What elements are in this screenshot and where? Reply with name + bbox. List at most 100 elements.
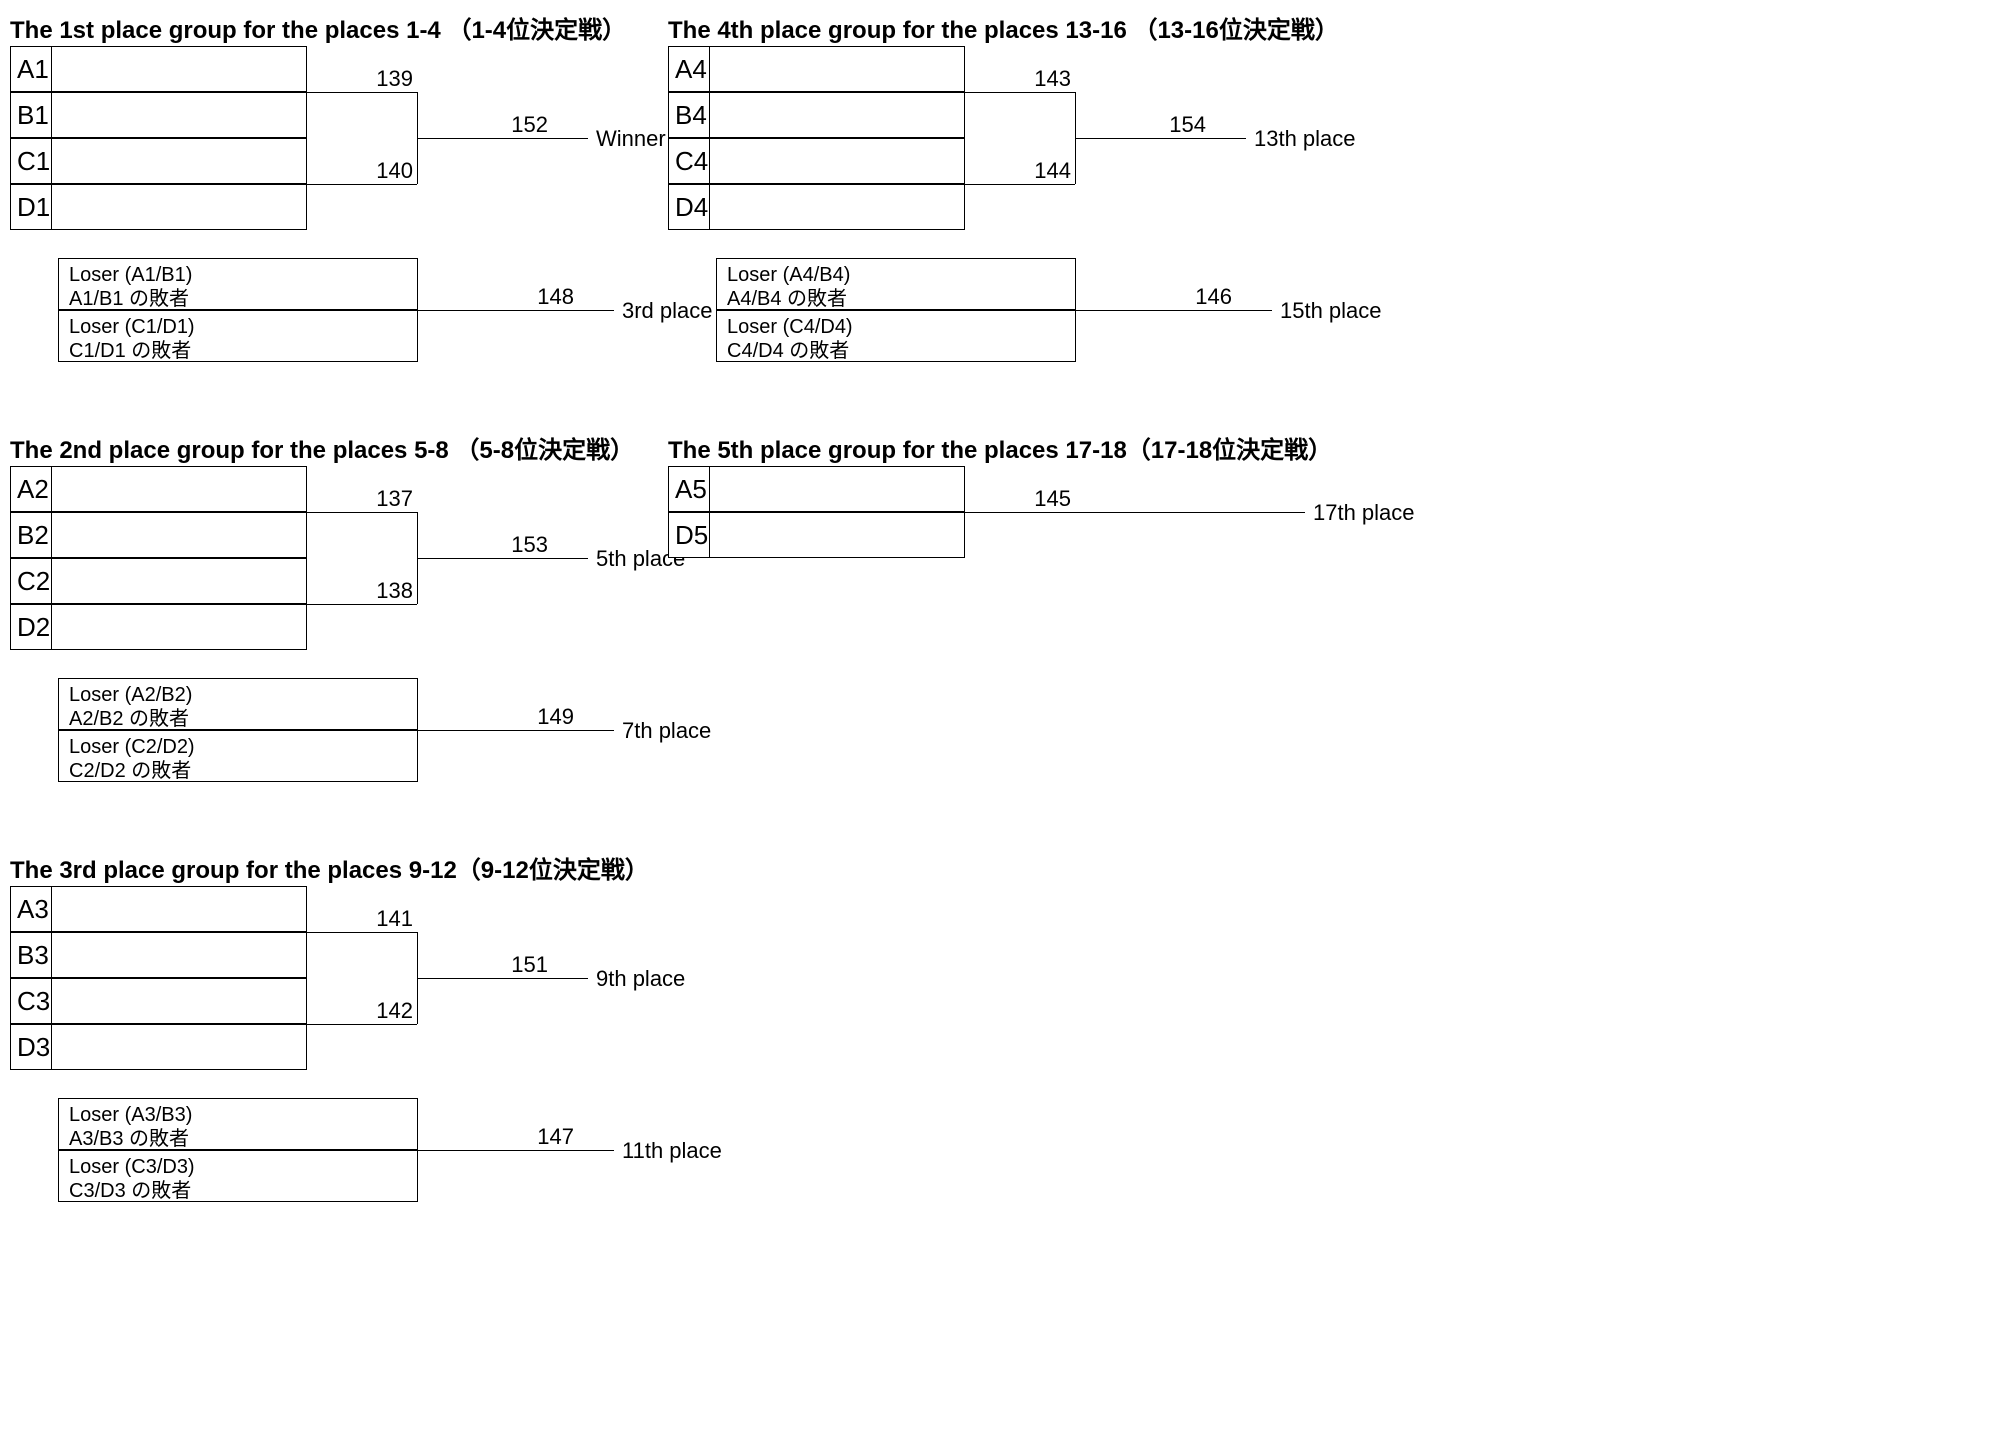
match-number: 151 <box>417 952 548 978</box>
team-slot <box>709 466 965 512</box>
place-label: 11th place <box>622 1138 722 1164</box>
place-label: 15th place <box>1280 298 1382 324</box>
connector <box>418 310 578 311</box>
seed-cell: C3 <box>10 978 52 1024</box>
loser-cell: Loser (C3/D3)C3/D3 の敗者 <box>58 1150 418 1202</box>
connector <box>552 558 588 559</box>
seed-cell: B4 <box>668 92 710 138</box>
match-number: 152 <box>417 112 548 138</box>
loser-cell: Loser (A3/B3)A3/B3 の敗者 <box>58 1098 418 1150</box>
seed-cell: B1 <box>10 92 52 138</box>
team-slot <box>51 604 307 650</box>
connector <box>965 92 1075 93</box>
team-slot <box>51 92 307 138</box>
place-label: 7th place <box>622 718 711 744</box>
team-slot <box>709 512 965 558</box>
team-slot <box>709 92 965 138</box>
seed-cell: D4 <box>668 184 710 230</box>
place-label: 9th place <box>596 966 685 992</box>
connector <box>578 310 614 311</box>
connector <box>417 138 552 139</box>
loser-cell: Loser (C4/D4)C4/D4 の敗者 <box>716 310 1076 362</box>
seed-cell: A5 <box>668 466 710 512</box>
match-number: 145 <box>965 486 1071 512</box>
connector <box>417 558 552 559</box>
team-slot <box>709 184 965 230</box>
bracket-canvas: The 1st place group for the places 1-4 （… <box>0 0 2000 1444</box>
team-slot <box>51 46 307 92</box>
seed-cell: A1 <box>10 46 52 92</box>
connector <box>418 730 578 731</box>
team-slot <box>51 138 307 184</box>
loser-cell: Loser (C1/D1)C1/D1 の敗者 <box>58 310 418 362</box>
connector <box>417 978 552 979</box>
match-number: 146 <box>1076 284 1232 310</box>
seed-cell: D2 <box>10 604 52 650</box>
bracket-title: The 3rd place group for the places 9-12（… <box>10 850 649 885</box>
loser-cell: Loser (A4/B4)A4/B4 の敗者 <box>716 258 1076 310</box>
team-slot <box>51 512 307 558</box>
seed-cell: D1 <box>10 184 52 230</box>
loser-cell: Loser (C2/D2)C2/D2 の敗者 <box>58 730 418 782</box>
loser-cell: Loser (A2/B2)A2/B2 の敗者 <box>58 678 418 730</box>
seed-cell: C2 <box>10 558 52 604</box>
bracket-title: The 4th place group for the places 13-16… <box>668 10 1339 45</box>
team-slot <box>51 978 307 1024</box>
connector <box>552 138 588 139</box>
team-slot <box>709 138 965 184</box>
connector <box>578 730 614 731</box>
connector <box>552 978 588 979</box>
connector <box>965 512 1075 513</box>
seed-cell: A3 <box>10 886 52 932</box>
place-label: 17th place <box>1313 500 1415 526</box>
match-number: 140 <box>307 158 413 184</box>
connector <box>1076 310 1236 311</box>
seed-cell: D3 <box>10 1024 52 1070</box>
team-slot <box>51 558 307 604</box>
seed-cell: C4 <box>668 138 710 184</box>
match-number: 143 <box>965 66 1071 92</box>
connector <box>307 604 417 605</box>
match-number: 147 <box>418 1124 574 1150</box>
match-number: 141 <box>307 906 413 932</box>
connector <box>965 184 1075 185</box>
seed-cell: B3 <box>10 932 52 978</box>
team-slot <box>51 184 307 230</box>
match-number: 138 <box>307 578 413 604</box>
bracket-title: The 1st place group for the places 1-4 （… <box>10 10 626 45</box>
match-number: 142 <box>307 998 413 1024</box>
match-number: 139 <box>307 66 413 92</box>
connector <box>307 512 417 513</box>
match-number: 149 <box>418 704 574 730</box>
team-slot <box>51 466 307 512</box>
seed-cell: A2 <box>10 466 52 512</box>
place-label: Winner <box>596 126 666 152</box>
match-number: 148 <box>418 284 574 310</box>
bracket-title: The 2nd place group for the places 5-8 （… <box>10 430 634 465</box>
connector <box>307 932 417 933</box>
place-label: 13th place <box>1254 126 1356 152</box>
place-label: 3rd place <box>622 298 713 324</box>
match-number: 154 <box>1075 112 1206 138</box>
connector <box>307 1024 417 1025</box>
team-slot <box>709 46 965 92</box>
seed-cell: A4 <box>668 46 710 92</box>
team-slot <box>51 1024 307 1070</box>
seed-cell: B2 <box>10 512 52 558</box>
connector <box>578 1150 614 1151</box>
connector <box>1210 138 1246 139</box>
match-number: 137 <box>307 486 413 512</box>
match-number: 144 <box>965 158 1071 184</box>
connector <box>418 1150 578 1151</box>
connector <box>1075 138 1210 139</box>
connector <box>307 92 417 93</box>
connector <box>1075 512 1305 513</box>
team-slot <box>51 932 307 978</box>
seed-cell: D5 <box>668 512 710 558</box>
connector <box>1236 310 1272 311</box>
loser-cell: Loser (A1/B1)A1/B1 の敗者 <box>58 258 418 310</box>
match-number: 153 <box>417 532 548 558</box>
bracket-title: The 5th place group for the places 17-18… <box>668 430 1332 465</box>
connector <box>307 184 417 185</box>
seed-cell: C1 <box>10 138 52 184</box>
